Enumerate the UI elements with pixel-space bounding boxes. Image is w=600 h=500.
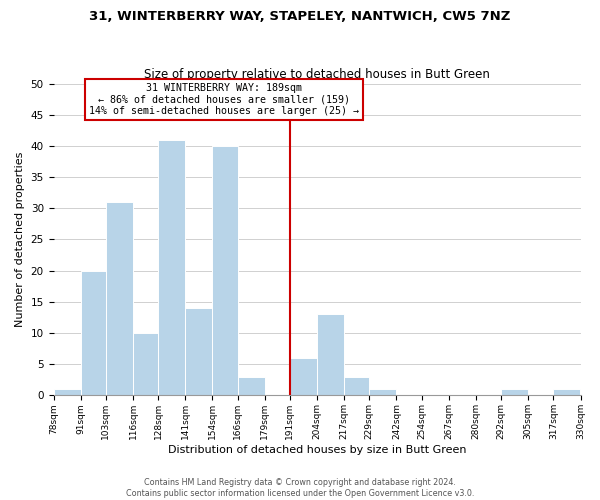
Bar: [344, 376, 369, 396]
Bar: [53, 389, 81, 396]
Bar: [369, 389, 397, 396]
Y-axis label: Number of detached properties: Number of detached properties: [15, 152, 25, 327]
Bar: [212, 146, 238, 396]
Text: Contains HM Land Registry data © Crown copyright and database right 2024.
Contai: Contains HM Land Registry data © Crown c…: [126, 478, 474, 498]
Bar: [158, 140, 185, 396]
Bar: [81, 270, 106, 396]
Bar: [106, 202, 133, 396]
Bar: [553, 389, 580, 396]
Bar: [317, 314, 344, 396]
Bar: [185, 308, 212, 396]
Bar: [501, 389, 528, 396]
Text: 31 WINTERBERRY WAY: 189sqm
← 86% of detached houses are smaller (159)
14% of sem: 31 WINTERBERRY WAY: 189sqm ← 86% of deta…: [89, 82, 359, 116]
Title: Size of property relative to detached houses in Butt Green: Size of property relative to detached ho…: [144, 68, 490, 81]
Bar: [238, 376, 265, 396]
Text: 31, WINTERBERRY WAY, STAPELEY, NANTWICH, CW5 7NZ: 31, WINTERBERRY WAY, STAPELEY, NANTWICH,…: [89, 10, 511, 23]
Bar: [133, 333, 158, 396]
Bar: [290, 358, 317, 396]
X-axis label: Distribution of detached houses by size in Butt Green: Distribution of detached houses by size …: [168, 445, 466, 455]
